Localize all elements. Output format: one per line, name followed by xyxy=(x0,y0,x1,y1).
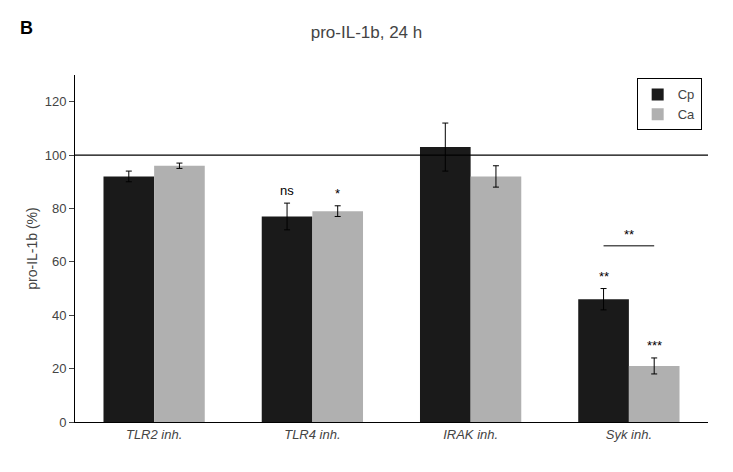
svg-text:TLR4 inh.: TLR4 inh. xyxy=(284,427,340,442)
svg-text:100: 100 xyxy=(45,148,67,163)
svg-text:40: 40 xyxy=(52,308,66,323)
svg-text:0: 0 xyxy=(59,415,66,430)
svg-text:pro-IL-1b (%): pro-IL-1b (%) xyxy=(24,207,40,289)
svg-text:B: B xyxy=(20,18,33,38)
svg-text:**: ** xyxy=(624,227,634,242)
svg-text:IRAK inh.: IRAK inh. xyxy=(443,427,498,442)
svg-text:TLR2 inh.: TLR2 inh. xyxy=(126,427,182,442)
svg-text:**: ** xyxy=(599,269,609,284)
svg-text:60: 60 xyxy=(52,254,66,269)
svg-text:Cp: Cp xyxy=(678,87,695,102)
svg-text:ns: ns xyxy=(280,183,294,198)
svg-text:20: 20 xyxy=(52,361,66,376)
svg-text:Ca: Ca xyxy=(678,107,695,122)
svg-text:120: 120 xyxy=(45,94,67,109)
svg-text:*: * xyxy=(335,186,340,201)
svg-text:pro-IL-1b, 24 h: pro-IL-1b, 24 h xyxy=(311,23,423,42)
svg-text:80: 80 xyxy=(52,201,66,216)
svg-text:Syk inh.: Syk inh. xyxy=(606,427,652,442)
svg-text:***: *** xyxy=(647,338,662,353)
